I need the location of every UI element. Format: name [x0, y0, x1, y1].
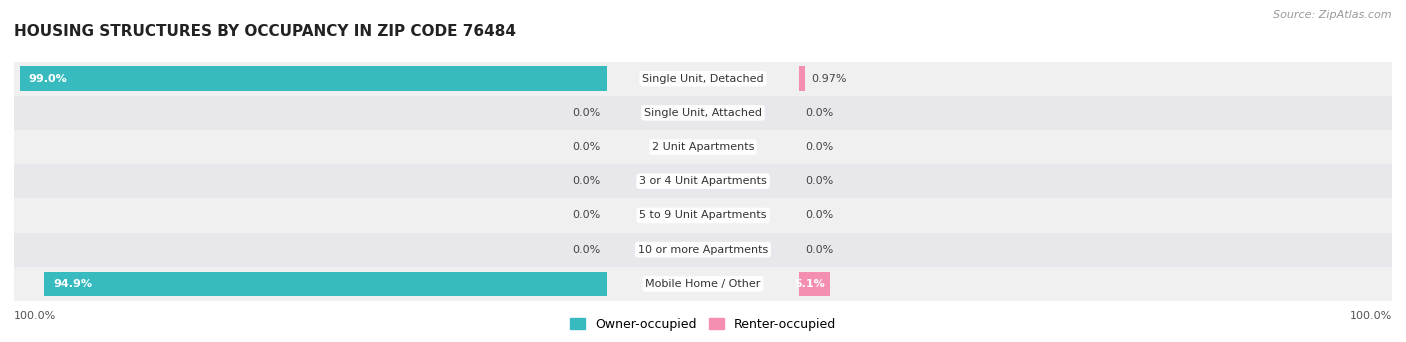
Text: 0.0%: 0.0%	[806, 210, 834, 221]
Text: 5 to 9 Unit Apartments: 5 to 9 Unit Apartments	[640, 210, 766, 221]
Text: 2 Unit Apartments: 2 Unit Apartments	[652, 142, 754, 152]
Text: 100.0%: 100.0%	[14, 311, 56, 321]
Bar	[14, 62, 606, 96]
Text: HOUSING STRUCTURES BY OCCUPANCY IN ZIP CODE 76484: HOUSING STRUCTURES BY OCCUPANCY IN ZIP C…	[14, 24, 516, 39]
Bar	[800, 272, 830, 296]
Bar	[800, 96, 1392, 130]
Bar	[800, 130, 1392, 164]
Bar	[800, 66, 806, 91]
Text: 0.0%: 0.0%	[572, 108, 600, 118]
Text: 3 or 4 Unit Apartments: 3 or 4 Unit Apartments	[640, 176, 766, 186]
Text: 0.0%: 0.0%	[572, 142, 600, 152]
Bar	[14, 96, 606, 130]
Text: 0.0%: 0.0%	[806, 108, 834, 118]
Bar	[606, 233, 800, 267]
Bar	[606, 267, 800, 301]
Bar	[14, 130, 606, 164]
Text: 10 or more Apartments: 10 or more Apartments	[638, 245, 768, 255]
Bar	[606, 198, 800, 233]
Bar	[14, 267, 606, 301]
Text: Mobile Home / Other: Mobile Home / Other	[645, 279, 761, 289]
Bar	[44, 272, 606, 296]
Text: 94.9%: 94.9%	[53, 279, 93, 289]
Bar	[800, 267, 1392, 301]
Legend: Owner-occupied, Renter-occupied: Owner-occupied, Renter-occupied	[565, 313, 841, 336]
Bar	[14, 198, 606, 233]
Text: Single Unit, Attached: Single Unit, Attached	[644, 108, 762, 118]
Text: 0.97%: 0.97%	[811, 74, 846, 84]
Text: Single Unit, Detached: Single Unit, Detached	[643, 74, 763, 84]
Text: 5.1%: 5.1%	[794, 279, 825, 289]
Bar	[606, 62, 800, 96]
Text: 0.0%: 0.0%	[572, 210, 600, 221]
Text: 0.0%: 0.0%	[806, 176, 834, 186]
Bar	[606, 164, 800, 198]
Text: 0.0%: 0.0%	[806, 245, 834, 255]
Bar	[800, 198, 1392, 233]
Bar	[14, 164, 606, 198]
Bar	[14, 233, 606, 267]
Bar	[606, 130, 800, 164]
Bar	[800, 62, 1392, 96]
Text: 0.0%: 0.0%	[572, 245, 600, 255]
Text: 99.0%: 99.0%	[30, 74, 67, 84]
Bar	[606, 96, 800, 130]
Text: 0.0%: 0.0%	[806, 142, 834, 152]
Text: 0.0%: 0.0%	[572, 176, 600, 186]
Bar	[20, 66, 606, 91]
Text: 100.0%: 100.0%	[1350, 311, 1392, 321]
Bar	[800, 164, 1392, 198]
Bar	[800, 233, 1392, 267]
Text: Source: ZipAtlas.com: Source: ZipAtlas.com	[1274, 10, 1392, 20]
